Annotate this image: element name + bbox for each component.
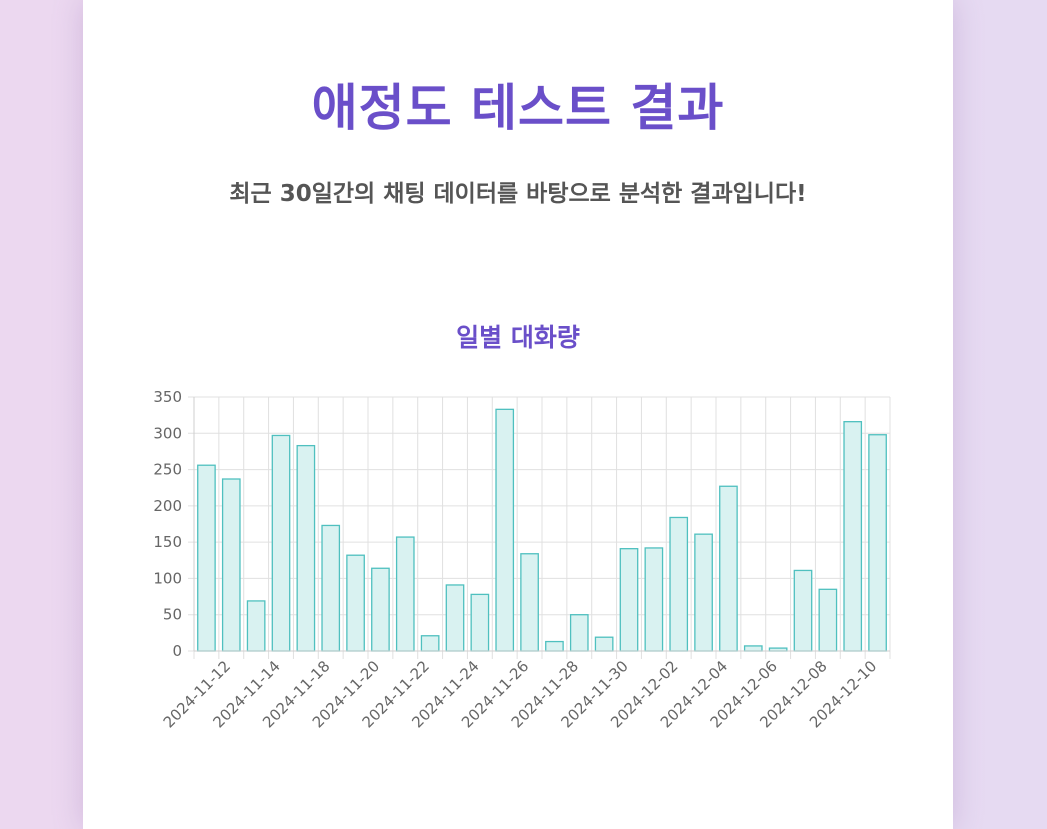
bar: [395, 536, 415, 652]
bar: [694, 533, 713, 652]
bar: [420, 635, 440, 652]
bar: [271, 434, 291, 652]
bar: [743, 645, 763, 652]
result-card: 애정도 테스트 결과 최근 30일간의 채팅 데이터를 바탕으로 분석한 결과입…: [83, 0, 953, 829]
y-tick-label: 300: [153, 424, 182, 442]
page-subtitle: 최근 30일간의 채팅 데이터를 바탕으로 분석한 결과입니다!: [229, 181, 807, 207]
y-tick-label: 50: [163, 606, 182, 624]
bar: [843, 421, 863, 652]
y-tick-label: 100: [153, 569, 182, 587]
bar: [246, 600, 266, 652]
y-tick-label: 0: [172, 642, 182, 660]
bar: [719, 485, 738, 652]
bar: [197, 464, 216, 652]
bar: [445, 584, 465, 652]
bar: [545, 640, 564, 652]
bar: [221, 478, 241, 652]
chart-title: 일별 대화량: [456, 323, 580, 352]
bar: [371, 567, 390, 652]
chart-grid: [188, 396, 891, 659]
bar: [868, 434, 887, 652]
bar: [594, 636, 614, 652]
y-tick-label: 150: [153, 533, 182, 551]
bar: [495, 408, 515, 652]
page-title: 애정도 테스트 결과: [311, 79, 725, 137]
daily-chat-bar-chart: 0501001502002503003502024-11-122024-11-1…: [153, 388, 891, 731]
bar: [669, 516, 689, 652]
bar: [818, 588, 838, 652]
bar: [569, 614, 589, 652]
bar: [793, 569, 813, 652]
bar: [346, 554, 365, 652]
y-tick-label: 350: [153, 388, 182, 406]
bar: [470, 593, 490, 652]
bar: [321, 524, 341, 652]
chart-bars: [197, 408, 887, 652]
y-tick-label: 250: [153, 461, 182, 479]
y-tick-label: 200: [153, 497, 182, 515]
bar: [296, 444, 316, 652]
bar: [520, 553, 539, 652]
bar: [619, 548, 639, 652]
bar: [644, 547, 664, 652]
